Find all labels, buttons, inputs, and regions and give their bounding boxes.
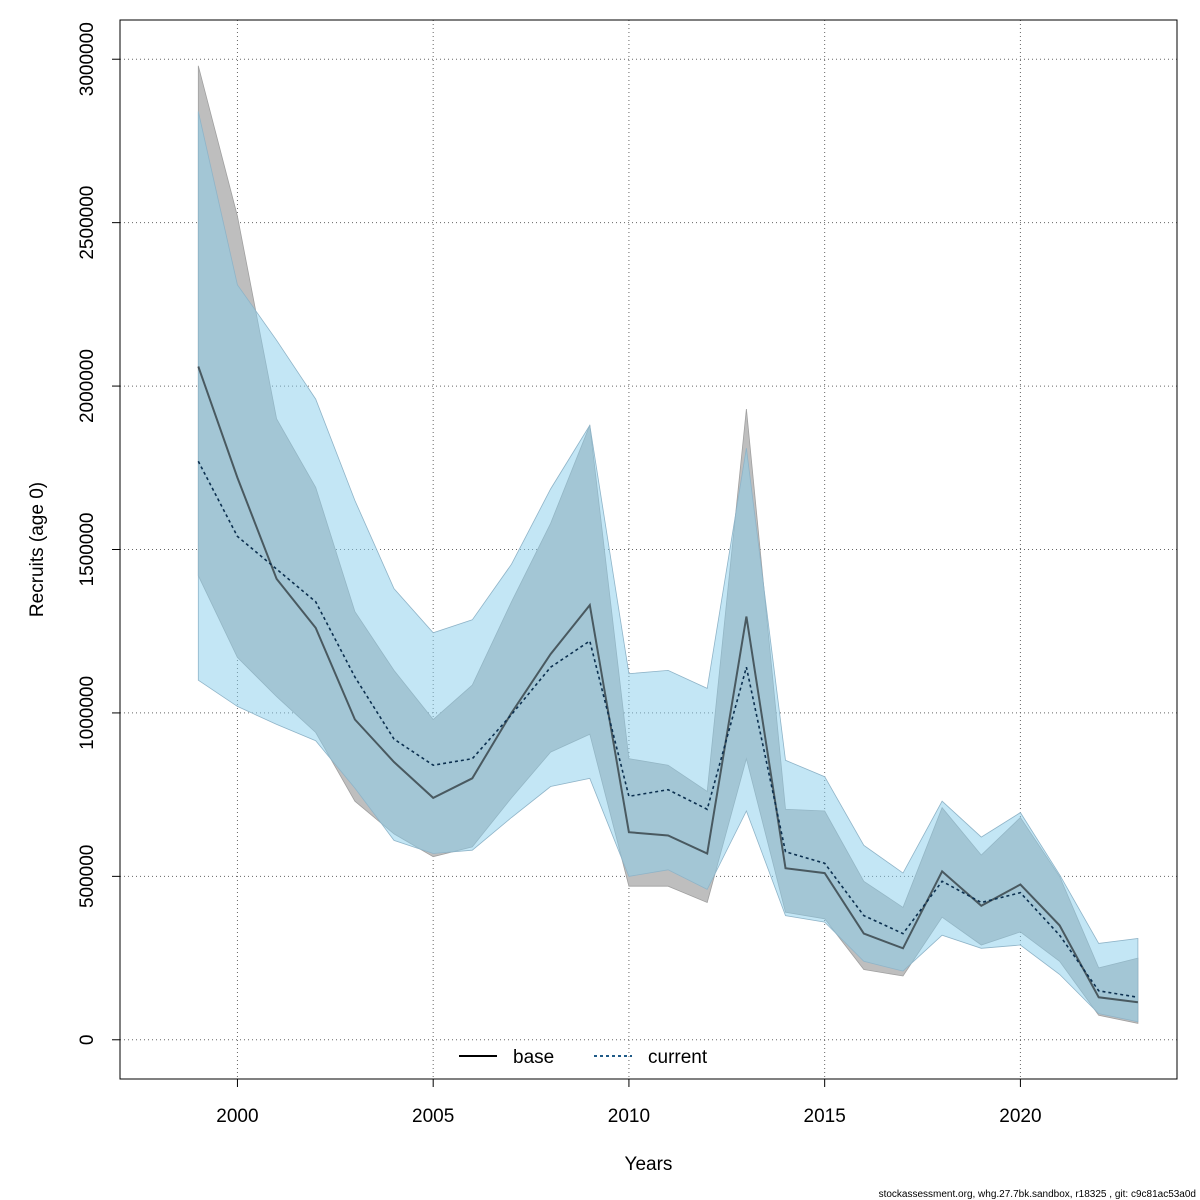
x-tick-label: 2015: [804, 1106, 846, 1127]
legend-label-current: current: [648, 1047, 708, 1068]
footer-note: stockassessment.org, whg.27.7bk.sandbox,…: [879, 1189, 1196, 1200]
line-current: [197, 460, 1139, 999]
x-axis: 2000 2005 2010 2015 2020: [216, 1079, 1042, 1127]
legend: base current: [459, 1047, 708, 1068]
line-base: [197, 366, 1139, 1004]
y-tick-label: 3000000: [77, 22, 98, 96]
y-axis: 0 500000 1000000 1500000 2000000 2500000 30000…: [77, 22, 120, 1045]
y-tick-label: 1000000: [77, 676, 98, 750]
x-tick-label: 2000: [216, 1106, 258, 1127]
confidence-bands: [197, 65, 1139, 1024]
y-tick-label: 500000: [77, 845, 98, 908]
series-lines: [197, 366, 1139, 1004]
y-tick-label: 1500000: [77, 513, 98, 587]
y-axis-label: Recruits (age 0): [27, 482, 48, 617]
band-current: [197, 111, 1139, 1023]
x-tick-label: 2020: [999, 1106, 1041, 1127]
y-tick-label: 2500000: [77, 186, 98, 260]
x-tick-label: 2010: [608, 1106, 650, 1127]
x-tick-label: 2005: [412, 1106, 454, 1127]
legend-label-base: base: [513, 1047, 554, 1068]
y-tick-label: 0: [77, 1034, 98, 1045]
y-tick-label: 2000000: [77, 349, 98, 423]
x-axis-label: Years: [625, 1154, 673, 1175]
grid-lines: [120, 20, 1177, 1079]
